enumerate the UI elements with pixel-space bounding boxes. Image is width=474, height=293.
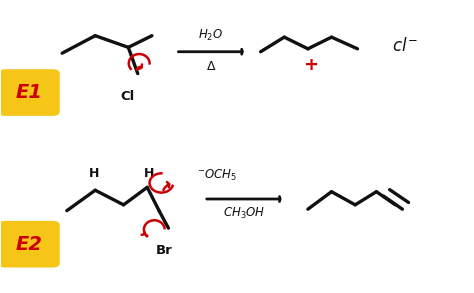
Text: E2: E2 xyxy=(16,235,43,254)
FancyBboxPatch shape xyxy=(0,69,60,116)
Text: +: + xyxy=(303,56,318,74)
Text: $H_2O$: $H_2O$ xyxy=(199,28,224,43)
Text: H: H xyxy=(144,167,154,180)
Text: $^{-}OCH_5$: $^{-}OCH_5$ xyxy=(197,168,237,183)
Text: Cl: Cl xyxy=(120,90,135,103)
Text: $\Delta$: $\Delta$ xyxy=(206,59,216,73)
Text: E1: E1 xyxy=(16,83,43,102)
FancyBboxPatch shape xyxy=(0,221,60,268)
Text: $CH_3OH$: $CH_3OH$ xyxy=(223,206,265,222)
Text: Br: Br xyxy=(156,244,173,257)
Text: $cl^{-}$: $cl^{-}$ xyxy=(392,37,418,55)
Text: H: H xyxy=(89,167,99,180)
